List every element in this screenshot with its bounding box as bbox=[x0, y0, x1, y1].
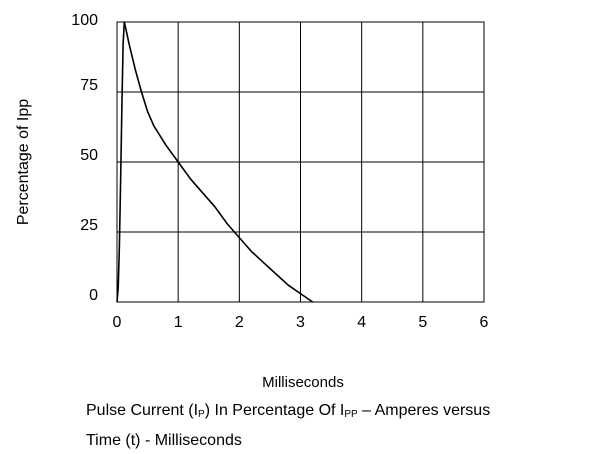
series-line bbox=[116, 21, 314, 303]
x-axis-label: Milliseconds bbox=[262, 374, 344, 391]
caption-text: ) In Percentage Of I bbox=[204, 402, 345, 419]
x-tick-label: 3 bbox=[296, 314, 305, 331]
chart-grid bbox=[116, 21, 485, 303]
x-tick-label: 6 bbox=[480, 314, 489, 331]
y-tick-label: 100 bbox=[71, 12, 98, 29]
caption-line-1: Pulse Current (IP) In Percentage Of IPP … bbox=[86, 398, 606, 428]
y-tick-label: 75 bbox=[80, 77, 98, 94]
x-tick-label: 1 bbox=[174, 314, 183, 331]
y-tick-label: 25 bbox=[80, 217, 98, 234]
x-tick-label: 5 bbox=[418, 314, 427, 331]
caption-text: Pulse Current (I bbox=[86, 402, 199, 419]
caption-subscript: PP bbox=[344, 409, 358, 420]
plot-area-frame bbox=[116, 21, 485, 303]
y-tick-label: 0 bbox=[89, 287, 98, 304]
x-tick-label: 2 bbox=[235, 314, 244, 331]
caption-subscript: P bbox=[198, 409, 205, 420]
y-axis-label: Percentage of Ipp bbox=[15, 99, 32, 225]
caption-text: – Amperes versus bbox=[357, 402, 491, 419]
y-tick-label: 50 bbox=[80, 147, 98, 164]
caption-line-2: Time (t) - Milliseconds bbox=[86, 432, 242, 449]
chart-caption: Pulse Current (IP) In Percentage Of IPP … bbox=[86, 398, 606, 454]
x-axis-tick-labels: 0 1 2 3 4 5 6 bbox=[113, 314, 489, 331]
y-axis-tick-labels: 0 25 50 75 100 bbox=[71, 12, 98, 304]
x-tick-label: 4 bbox=[357, 314, 366, 331]
x-tick-label: 0 bbox=[113, 314, 122, 331]
